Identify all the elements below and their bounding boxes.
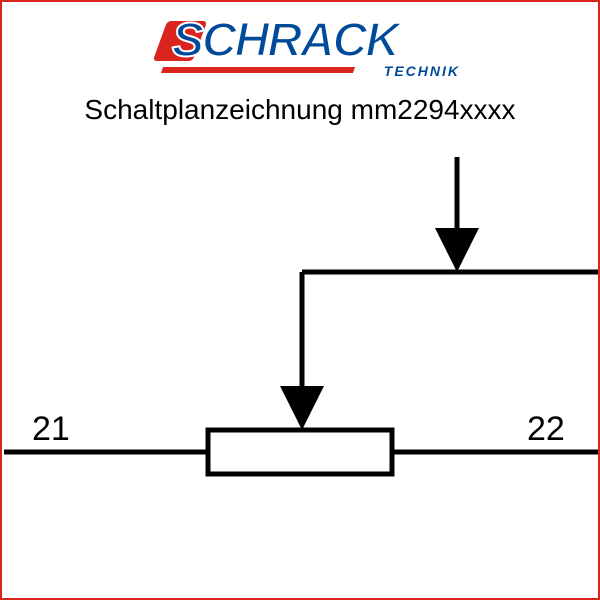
logo-red-underline bbox=[161, 67, 355, 73]
terminal-left-label: 21 bbox=[32, 410, 70, 449]
page-title: Schaltplanzeichnung mm2294xxxx bbox=[2, 94, 598, 126]
logo-wordmark: SCHRACK bbox=[172, 14, 398, 67]
schematic-diagram: 21 22 bbox=[2, 142, 600, 602]
terminal-right-label: 22 bbox=[527, 410, 565, 449]
brand-logo: SCHRACK TECHNIK bbox=[172, 17, 462, 87]
schematic-svg bbox=[2, 142, 600, 602]
logo-main-text: SCHRACK bbox=[172, 17, 462, 65]
outer-frame: SCHRACK TECHNIK Schaltplanzeichnung mm22… bbox=[0, 0, 600, 600]
